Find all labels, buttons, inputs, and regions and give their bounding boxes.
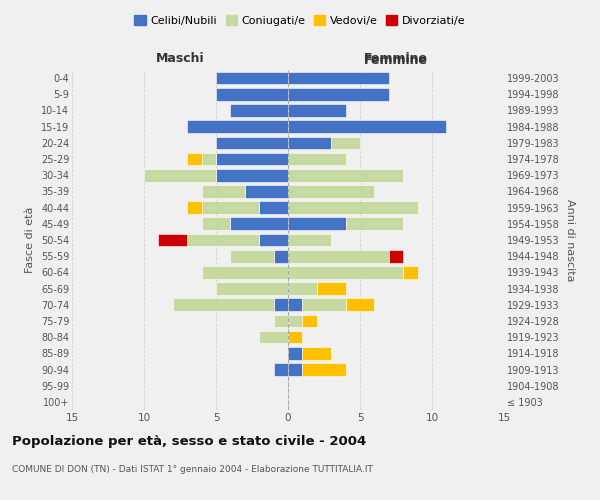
Bar [187,234,259,246]
Bar [216,282,288,295]
Bar [259,202,288,214]
Bar [288,88,389,101]
Bar [288,218,346,230]
Bar [288,314,302,328]
Bar [288,136,331,149]
Bar [245,185,288,198]
Bar [288,185,374,198]
Text: Femmine: Femmine [364,52,428,65]
Bar [202,218,230,230]
Bar [259,331,288,344]
Bar [216,169,288,181]
Bar [259,234,288,246]
Bar [346,298,374,311]
Bar [202,185,245,198]
Bar [288,250,389,262]
Bar [288,169,403,181]
Bar [274,314,288,328]
Bar [288,104,346,117]
Text: Popolazione per età, sesso e stato civile - 2004: Popolazione per età, sesso e stato civil… [12,435,366,448]
Text: Maschi: Maschi [155,52,205,65]
Bar [216,88,288,101]
Bar [202,266,288,278]
Y-axis label: Anni di nascita: Anni di nascita [565,198,575,281]
Bar [202,202,259,214]
Bar [173,298,274,311]
Bar [346,218,403,230]
Bar [187,120,288,133]
Text: COMUNE DI DON (TN) - Dati ISTAT 1° gennaio 2004 - Elaborazione TUTTITALIA.IT: COMUNE DI DON (TN) - Dati ISTAT 1° genna… [12,465,373,474]
Bar [302,314,317,328]
Bar [230,218,288,230]
Bar [187,202,202,214]
Bar [302,298,346,311]
Bar [288,120,446,133]
Bar [288,347,302,360]
Bar [274,250,288,262]
Y-axis label: Fasce di età: Fasce di età [25,207,35,273]
Bar [302,363,346,376]
Bar [302,347,331,360]
Bar [230,104,288,117]
Bar [288,72,389,85]
Bar [216,136,288,149]
Bar [187,152,202,166]
Bar [216,72,288,85]
Bar [274,298,288,311]
Bar [288,363,302,376]
Bar [288,266,403,278]
Bar [288,331,302,344]
Legend: Celibi/Nubili, Coniugati/e, Vedovi/e, Divorziati/e: Celibi/Nubili, Coniugati/e, Vedovi/e, Di… [130,10,470,30]
Bar [317,282,346,295]
Bar [216,152,288,166]
Bar [288,152,346,166]
Bar [403,266,418,278]
Bar [202,152,216,166]
Bar [331,136,360,149]
Bar [288,282,317,295]
Bar [158,234,187,246]
Text: Femmine: Femmine [364,54,428,66]
Bar [230,250,274,262]
Bar [144,169,216,181]
Bar [288,202,418,214]
Bar [389,250,403,262]
Bar [288,298,302,311]
Bar [288,234,331,246]
Bar [274,363,288,376]
